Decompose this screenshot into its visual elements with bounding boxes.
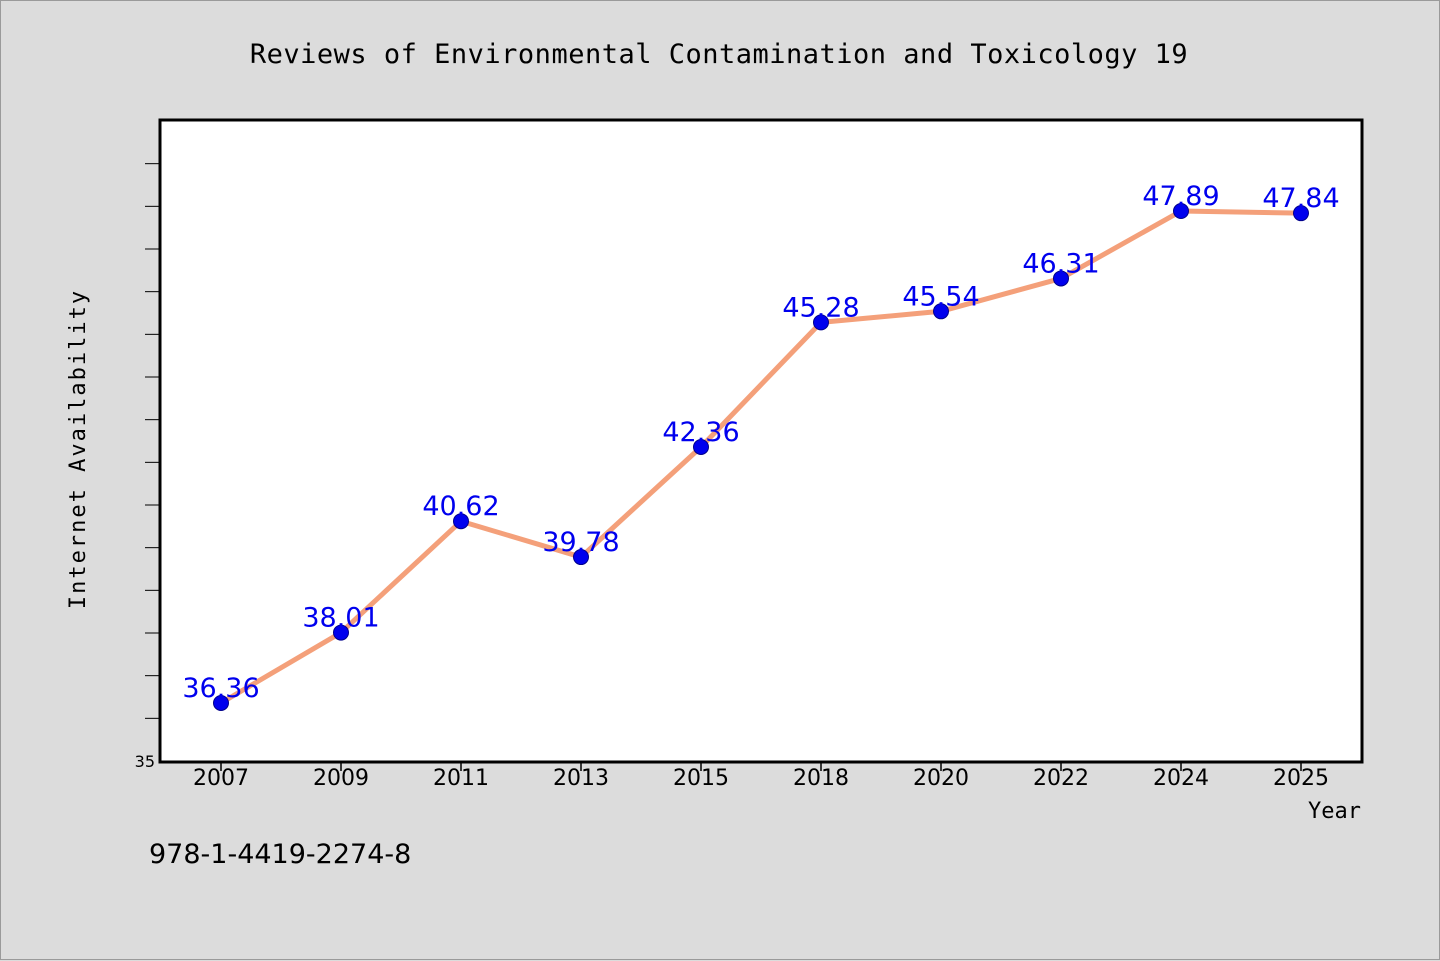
x-tick-label: 2018 [793, 766, 849, 791]
y-axis-label: Internet Availability [66, 289, 91, 609]
data-label: 38.01 [302, 603, 379, 634]
x-tick-label: 2007 [193, 766, 249, 791]
data-label: 47.89 [1142, 181, 1219, 212]
series-line [218, 208, 1304, 706]
y-tick-label: 35 [135, 752, 155, 771]
data-point [333, 624, 349, 641]
plot-area [158, 118, 1364, 764]
data-point [1053, 270, 1069, 287]
data-label: 42.36 [662, 417, 739, 448]
data-point [1293, 205, 1309, 222]
data-point [933, 303, 949, 320]
data-point [1173, 203, 1189, 220]
data-label: 46.31 [1022, 248, 1099, 279]
x-axis-label: Year [1308, 799, 1361, 824]
data-label: 45.28 [782, 292, 859, 323]
data-point [453, 513, 469, 530]
x-axis-ticks: 2007 2009 2011 2013 2015 2018 2020 2022 2024 2025 [193, 761, 1329, 791]
data-label: 47.84 [1262, 183, 1339, 214]
data-point [813, 314, 829, 331]
data-point [693, 438, 709, 455]
x-tick-label: 2020 [913, 766, 969, 791]
data-label: 45.54 [902, 281, 979, 312]
x-tick-label: 2024 [1153, 766, 1209, 791]
series-group: 36.36 38.01 40.62 39.78 42.36 45.28 45.54 46.31… [182, 181, 1340, 711]
isbn-footer: 978-1-4419-2274-8 [149, 839, 411, 870]
data-label: 40.62 [422, 491, 499, 522]
x-tick-label: 2013 [553, 766, 609, 791]
x-tick-label: 2015 [673, 766, 729, 791]
data-point [573, 549, 589, 566]
x-tick-label: 2009 [313, 766, 369, 791]
data-point [213, 694, 229, 711]
y-axis-ticks: 35 [135, 163, 161, 771]
chart-title: Reviews of Environmental Contamination a… [250, 39, 1188, 70]
x-tick-label: 2011 [433, 766, 489, 791]
data-label: 39.78 [542, 527, 619, 558]
x-tick-label: 2022 [1033, 766, 1089, 791]
data-label: 36.36 [182, 673, 259, 704]
x-tick-label: 2025 [1273, 766, 1329, 791]
